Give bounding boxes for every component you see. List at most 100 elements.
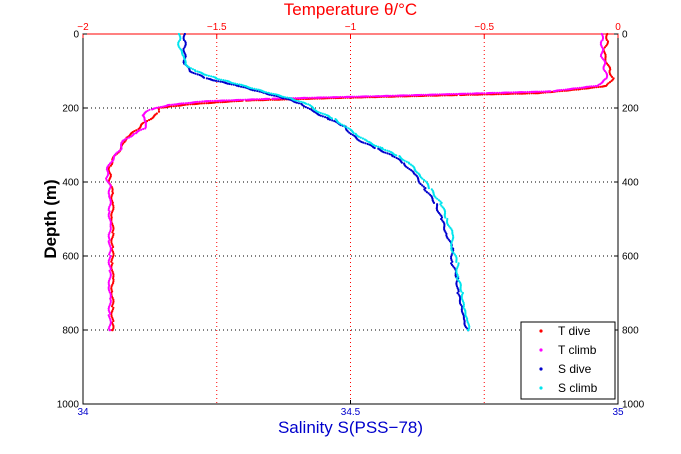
- data-point: [406, 166, 409, 169]
- data-point: [552, 90, 555, 93]
- data-point: [576, 87, 579, 90]
- data-point: [322, 96, 325, 99]
- data-point: [456, 273, 459, 276]
- data-point: [112, 278, 115, 281]
- data-point: [471, 92, 474, 95]
- tick-label-right: 400: [622, 178, 639, 189]
- data-point: [466, 92, 469, 95]
- data-point: [251, 89, 254, 92]
- data-point: [438, 93, 441, 96]
- data-point: [369, 95, 372, 98]
- data-point: [216, 77, 219, 80]
- data-point: [468, 325, 471, 328]
- data-point: [108, 162, 112, 165]
- data-point: [253, 98, 256, 101]
- tick-label-left: 1000: [57, 400, 80, 411]
- data-point: [480, 92, 484, 95]
- data-point: [419, 182, 422, 186]
- data-point: [107, 233, 110, 236]
- tick-label-right: 600: [622, 252, 639, 263]
- data-point: [408, 162, 411, 165]
- data-point: [610, 79, 613, 82]
- data-point: [108, 289, 111, 292]
- data-point: [605, 44, 608, 47]
- data-point: [306, 96, 309, 99]
- data-point: [133, 130, 136, 133]
- data-point: [297, 100, 300, 103]
- data-point: [198, 100, 201, 103]
- data-point: [566, 88, 570, 91]
- data-point: [564, 88, 568, 91]
- tick-label-left: 800: [62, 326, 79, 337]
- data-point: [419, 176, 422, 179]
- data-point: [512, 91, 515, 94]
- data-point: [427, 187, 430, 190]
- data-point: [110, 285, 113, 288]
- data-point: [603, 69, 607, 73]
- data-point: [111, 244, 114, 247]
- data-point: [603, 46, 607, 49]
- data-point: [205, 74, 208, 77]
- data-point: [110, 214, 113, 217]
- data-point: [196, 100, 199, 103]
- data-point: [112, 226, 115, 229]
- data-point: [364, 142, 367, 145]
- data-point: [562, 88, 565, 91]
- data-point: [172, 105, 175, 108]
- data-point: [452, 236, 455, 239]
- data-point: [108, 253, 111, 256]
- data-point: [231, 82, 235, 85]
- series-t-climb: [105, 32, 609, 332]
- data-point: [135, 129, 138, 132]
- tick-label-left: 400: [62, 178, 79, 189]
- data-point: [498, 91, 501, 94]
- data-point: [410, 94, 413, 97]
- data-point: [461, 293, 464, 296]
- tick-label-top: −1: [345, 22, 357, 33]
- data-point: [296, 97, 300, 100]
- data-point: [308, 96, 311, 99]
- data-point: [560, 88, 563, 92]
- data-point: [456, 278, 459, 281]
- data-point: [288, 96, 291, 100]
- data-point: [609, 74, 612, 77]
- data-point: [324, 116, 327, 119]
- data-point: [466, 328, 470, 332]
- data-point: [592, 85, 595, 88]
- data-point: [327, 96, 330, 99]
- data-point: [304, 106, 307, 109]
- data-point: [108, 194, 111, 197]
- data-point: [460, 290, 463, 293]
- data-point: [447, 238, 450, 241]
- data-point: [107, 259, 110, 262]
- data-point: [110, 263, 113, 267]
- data-point: [455, 268, 458, 272]
- data-point: [466, 317, 469, 320]
- data-point: [226, 82, 229, 85]
- data-point: [148, 118, 151, 122]
- data-point: [544, 90, 547, 93]
- data-point: [109, 223, 112, 226]
- tick-label-bottom: 35: [612, 407, 624, 418]
- data-point: [109, 245, 112, 248]
- data-point: [178, 104, 181, 107]
- data-point: [594, 84, 597, 88]
- data-point: [346, 130, 349, 133]
- data-point: [349, 132, 352, 135]
- tick-label-bottom: 34: [77, 407, 89, 418]
- data-point: [182, 38, 185, 42]
- data-point: [384, 151, 387, 154]
- data-point: [109, 203, 112, 207]
- data-point: [107, 286, 110, 289]
- legend: T dive T climb S dive S climb: [520, 321, 616, 400]
- data-point: [109, 226, 112, 230]
- data-point: [213, 99, 217, 102]
- data-point: [395, 156, 398, 160]
- data-point: [424, 189, 427, 192]
- data-point: [394, 94, 397, 97]
- data-point: [452, 247, 455, 250]
- data-point: [422, 93, 425, 96]
- data-point: [450, 259, 453, 262]
- data-point: [210, 75, 213, 78]
- data-point: [184, 102, 188, 105]
